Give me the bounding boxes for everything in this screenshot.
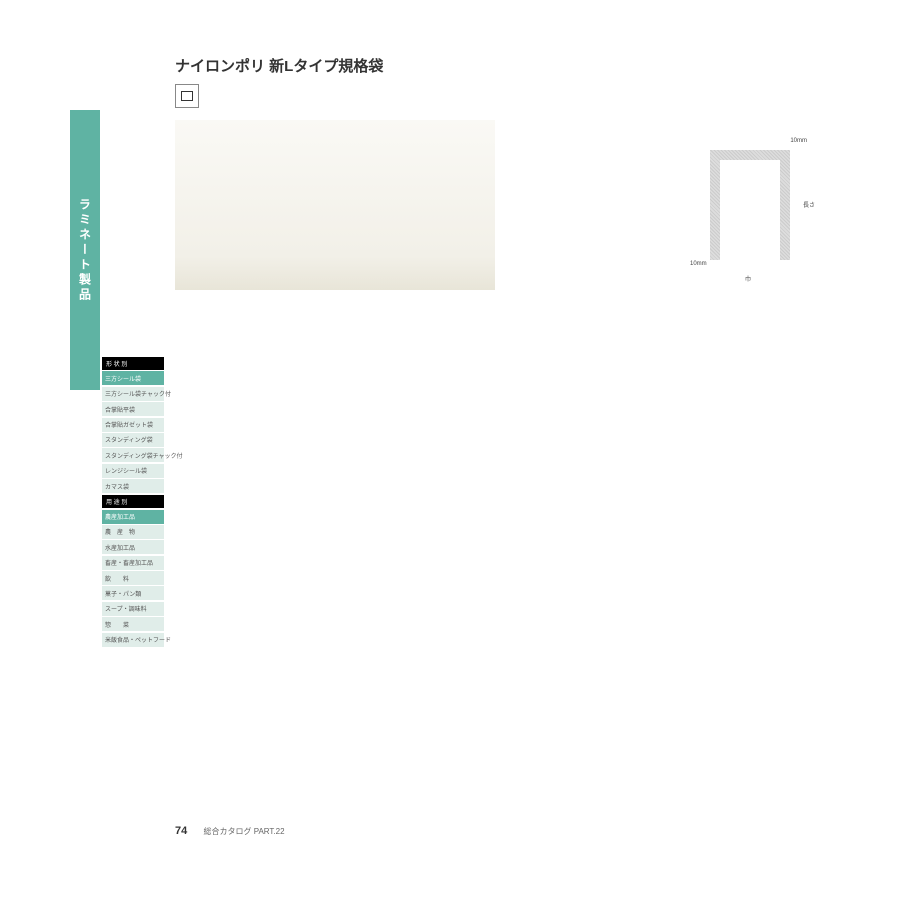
sidebar-item[interactable]: スタンディング袋 [102,433,164,447]
product-photo [175,120,495,290]
sidebar-item[interactable]: 合掌貼平袋 [102,402,164,416]
dimension-diagram: 10mm 10mm 長さ 巾 [700,140,805,275]
sidebar-item[interactable]: スープ・調味料 [102,602,164,616]
main-content: ナイロンポリ 新Lタイプ規格袋 10mm 10mm 長さ 巾 [175,55,815,300]
badge-row [175,84,815,108]
page-number: 74 [175,825,187,837]
shape-icon [175,84,199,108]
sidebar-item[interactable]: カマス袋 [102,479,164,493]
sidebar-item[interactable]: 合掌貼ガゼット袋 [102,418,164,432]
sidebar-item[interactable]: 三方シール袋チャック付 [102,387,164,401]
sidebar: ラミネート製品 形 状 別三方シール袋三方シール袋チャック付合掌貼平袋合掌貼ガゼ… [70,55,150,785]
sidebar-item[interactable]: スタンディング袋チャック付 [102,448,164,462]
page-footer: 74 総合カタログ PART.22 [175,825,285,837]
footer-text: 総合カタログ PART.22 [203,827,284,836]
sidebar-item[interactable]: 米飯食品・ペットフード [102,633,164,647]
sidebar-item[interactable]: 農産加工品 [102,510,164,524]
sidebar-item[interactable]: 畜産・畜産加工品 [102,556,164,570]
sidebar-item[interactable]: レンジシール袋 [102,464,164,478]
sidebar-item[interactable]: 農 産 物 [102,525,164,539]
dim-bottom: 巾 [745,274,751,283]
sidebar-item[interactable]: 三方シール袋 [102,371,164,385]
sidebar-group-header: 用 途 別 [102,495,164,508]
page-title: ナイロンポリ 新Lタイプ規格袋 [175,55,815,76]
sidebar-item[interactable]: 惣 菜 [102,617,164,631]
sidebar-item[interactable]: 飲 料 [102,571,164,585]
dim-top: 10mm [790,138,807,144]
sidebar-item[interactable]: 水産加工品 [102,540,164,554]
sidebar-main-label: ラミネート製品 [70,110,100,390]
dim-right: 長さ [803,200,815,209]
dim-left: 10mm [690,261,707,267]
sidebar-list: 形 状 別三方シール袋三方シール袋チャック付合掌貼平袋合掌貼ガゼット袋スタンディ… [102,355,164,647]
sidebar-item[interactable]: 菓子・パン類 [102,586,164,600]
sidebar-group-header: 形 状 別 [102,357,164,370]
